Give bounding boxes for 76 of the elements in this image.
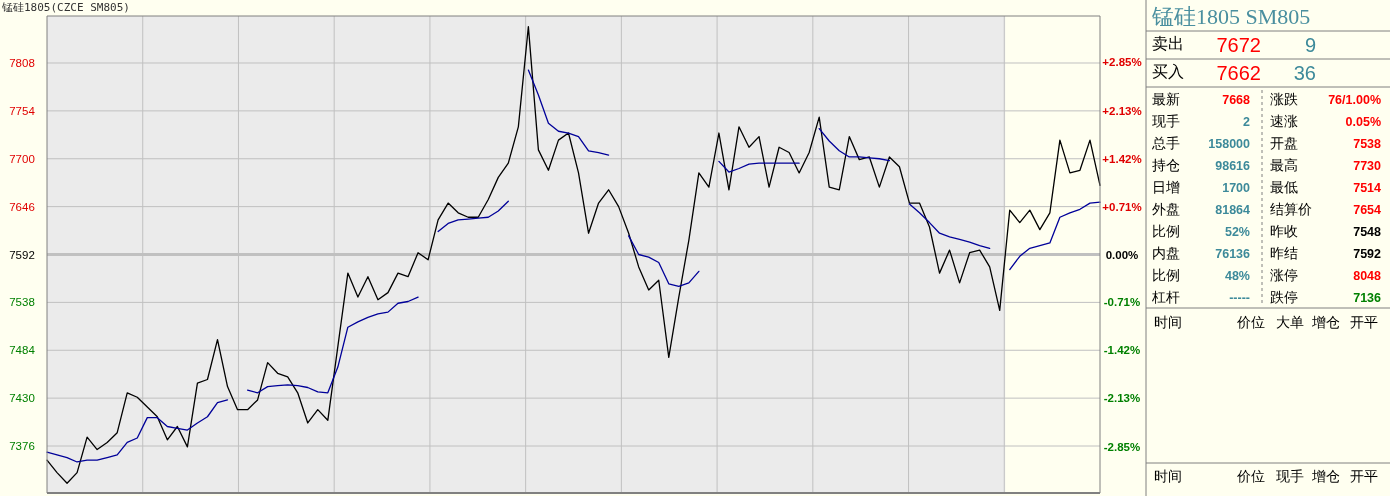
y-tick-label: 7376 bbox=[9, 440, 35, 453]
text: 现手 bbox=[1152, 113, 1180, 129]
text: 持仓 bbox=[1152, 157, 1180, 173]
text: 内盘 bbox=[1152, 245, 1180, 261]
text: 开盘 bbox=[1270, 135, 1298, 151]
text: 8048 bbox=[1353, 269, 1382, 283]
text: 158000 bbox=[1208, 137, 1251, 151]
y-tick-label: 7538 bbox=[9, 296, 35, 309]
y2-tick-label: -2.13% bbox=[1103, 392, 1141, 404]
text: 7538 bbox=[1353, 137, 1382, 151]
chart-title: 锰硅1805(CZCE SM805) bbox=[1, 1, 130, 14]
text: 7668 bbox=[1222, 93, 1251, 107]
text: 76/1.00% bbox=[1328, 93, 1381, 107]
y-tick-label: 7754 bbox=[9, 104, 36, 117]
text: 时间 bbox=[1154, 468, 1182, 484]
text: 48% bbox=[1224, 269, 1250, 283]
y2-tick-label: +1.42% bbox=[1102, 152, 1142, 165]
y2-tick-label: -1.42% bbox=[1103, 344, 1141, 357]
text: 速涨 bbox=[1270, 113, 1298, 129]
text: 98616 bbox=[1215, 159, 1251, 173]
text: 7548 bbox=[1353, 225, 1382, 239]
text: 9 bbox=[1304, 34, 1316, 56]
text: 价位 bbox=[1236, 314, 1265, 330]
y2-tick-label: -0.71% bbox=[1103, 296, 1141, 309]
text: 大单 bbox=[1276, 314, 1304, 330]
y-tick-label: 7808 bbox=[9, 56, 35, 69]
y-tick-label: 7484 bbox=[9, 344, 36, 357]
text: 昨收 bbox=[1270, 223, 1298, 239]
text: 价位 bbox=[1236, 468, 1265, 484]
text: 锰硅1805 SM805 bbox=[1151, 4, 1311, 29]
text: 36 bbox=[1293, 62, 1316, 84]
text: 外盘 bbox=[1152, 201, 1180, 217]
text: 7672 bbox=[1216, 34, 1261, 56]
y2-tick-label: -2.85% bbox=[1103, 440, 1141, 453]
text: 0.05% bbox=[1345, 115, 1381, 129]
text: 涨停 bbox=[1270, 267, 1298, 283]
text: 涨跌 bbox=[1270, 91, 1298, 107]
text: 开平 bbox=[1350, 468, 1378, 484]
y2-tick-label: +2.13% bbox=[1102, 105, 1142, 117]
text: 52% bbox=[1224, 225, 1250, 239]
text: 最高 bbox=[1270, 157, 1298, 173]
text: 2 bbox=[1243, 115, 1251, 129]
text: 开平 bbox=[1350, 314, 1378, 330]
y2-tick-label: 0.00% bbox=[1105, 248, 1139, 261]
text: 增仓 bbox=[1311, 314, 1340, 330]
y-tick-label: 7700 bbox=[9, 152, 35, 165]
text: 76136 bbox=[1215, 247, 1251, 261]
text: ----- bbox=[1229, 291, 1250, 305]
text: 结算价 bbox=[1270, 201, 1312, 217]
text: 1700 bbox=[1222, 181, 1251, 195]
text: 7730 bbox=[1353, 159, 1382, 173]
text: 增仓 bbox=[1311, 468, 1340, 484]
text: 7136 bbox=[1353, 291, 1382, 305]
text: 7514 bbox=[1353, 181, 1382, 195]
text: 跌停 bbox=[1270, 289, 1298, 305]
text: 时间 bbox=[1154, 314, 1182, 330]
text: 最新 bbox=[1152, 91, 1180, 107]
text: 日增 bbox=[1152, 179, 1180, 195]
text: 买入 bbox=[1152, 63, 1184, 80]
text: 杠杆 bbox=[1151, 289, 1180, 305]
text: 81864 bbox=[1215, 203, 1251, 217]
text: 昨结 bbox=[1270, 245, 1298, 261]
text: 7654 bbox=[1353, 203, 1382, 217]
text: 7592 bbox=[1353, 247, 1382, 261]
y-tick-label: 7430 bbox=[9, 392, 35, 405]
text: 比例 bbox=[1152, 267, 1180, 283]
text: 卖出 bbox=[1152, 35, 1184, 52]
y2-tick-label: +0.71% bbox=[1102, 200, 1142, 213]
y2-tick-label: +2.85% bbox=[1102, 56, 1142, 69]
y-tick-label: 7592 bbox=[9, 248, 35, 261]
text: 7662 bbox=[1216, 62, 1261, 84]
text: 比例 bbox=[1152, 223, 1180, 239]
text: 总手 bbox=[1151, 135, 1180, 151]
text: 最低 bbox=[1270, 179, 1298, 195]
text: 现手 bbox=[1276, 468, 1304, 484]
y-tick-label: 7646 bbox=[9, 200, 35, 213]
